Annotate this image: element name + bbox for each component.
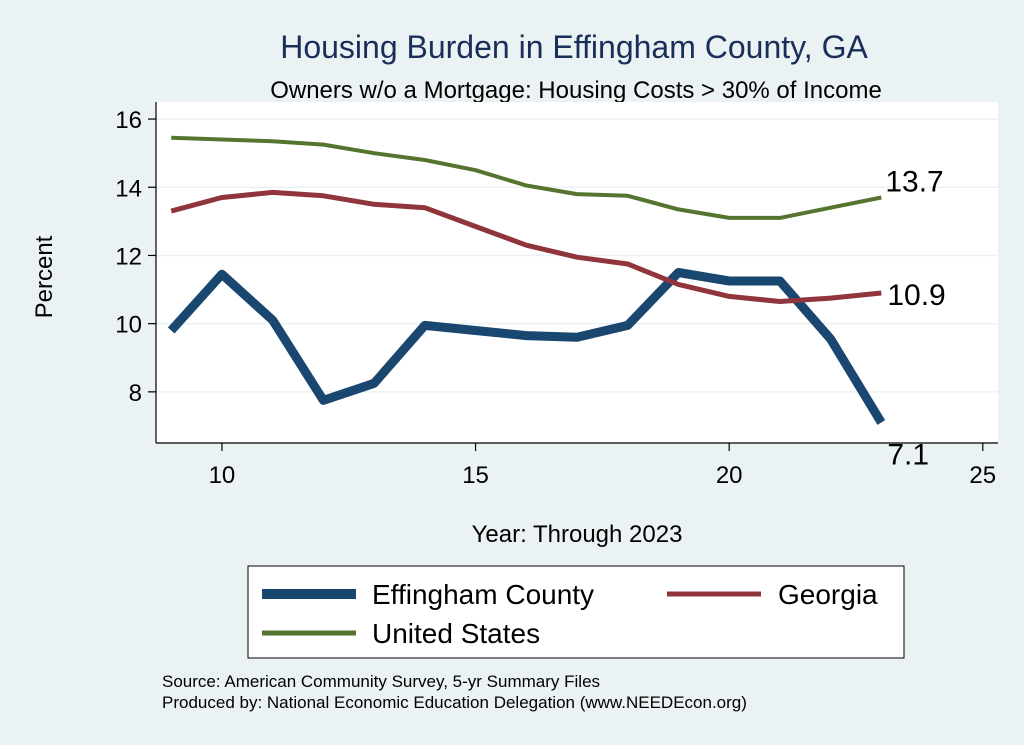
- series-line-effingham-county: [167, 268, 886, 425]
- end-label-effingham-county: 7.1: [887, 439, 929, 472]
- series-lines: [167, 135, 886, 425]
- series-line-united-states: [171, 135, 882, 220]
- legend-box: [247, 565, 905, 659]
- legend-label-effingham-county: Effingham County: [372, 579, 594, 610]
- chart-subtitle: Owners w/o a Mortgage: Housing Costs > 3…: [270, 77, 882, 104]
- end-label-georgia: 10.9: [887, 279, 945, 312]
- y-tick-label-12: 12: [115, 243, 142, 270]
- x-tick-label-20: 20: [716, 462, 743, 489]
- legend-label-united-states: United States: [372, 618, 540, 649]
- source-note: Source: American Community Survey, 5-yr …: [162, 672, 600, 691]
- y-tick-label-8: 8: [129, 380, 142, 407]
- legend: Effingham County Georgia United States: [247, 565, 905, 659]
- axes: 8 10 12 14 16 10 15 20 25: [115, 102, 998, 489]
- x-axis-title: Year: Through 2023: [472, 521, 683, 548]
- end-label-united-states: 13.7: [885, 165, 943, 198]
- y-tick-label-10: 10: [115, 312, 142, 339]
- chart-title: Housing Burden in Effingham County, GA: [280, 29, 868, 65]
- x-tick-label-10: 10: [209, 462, 236, 489]
- x-tick-label-15: 15: [462, 462, 489, 489]
- x-tick-label-25: 25: [969, 462, 996, 489]
- y-tick-label-16: 16: [115, 107, 142, 134]
- y-axis-title: Percent: [31, 235, 58, 318]
- series-line-georgia: [170, 189, 882, 304]
- y-tick-label-14: 14: [115, 175, 142, 202]
- producer-note: Produced by: National Economic Education…: [162, 693, 747, 712]
- end-labels: 7.1 10.9 13.7: [885, 165, 945, 471]
- legend-label-georgia: Georgia: [778, 579, 878, 610]
